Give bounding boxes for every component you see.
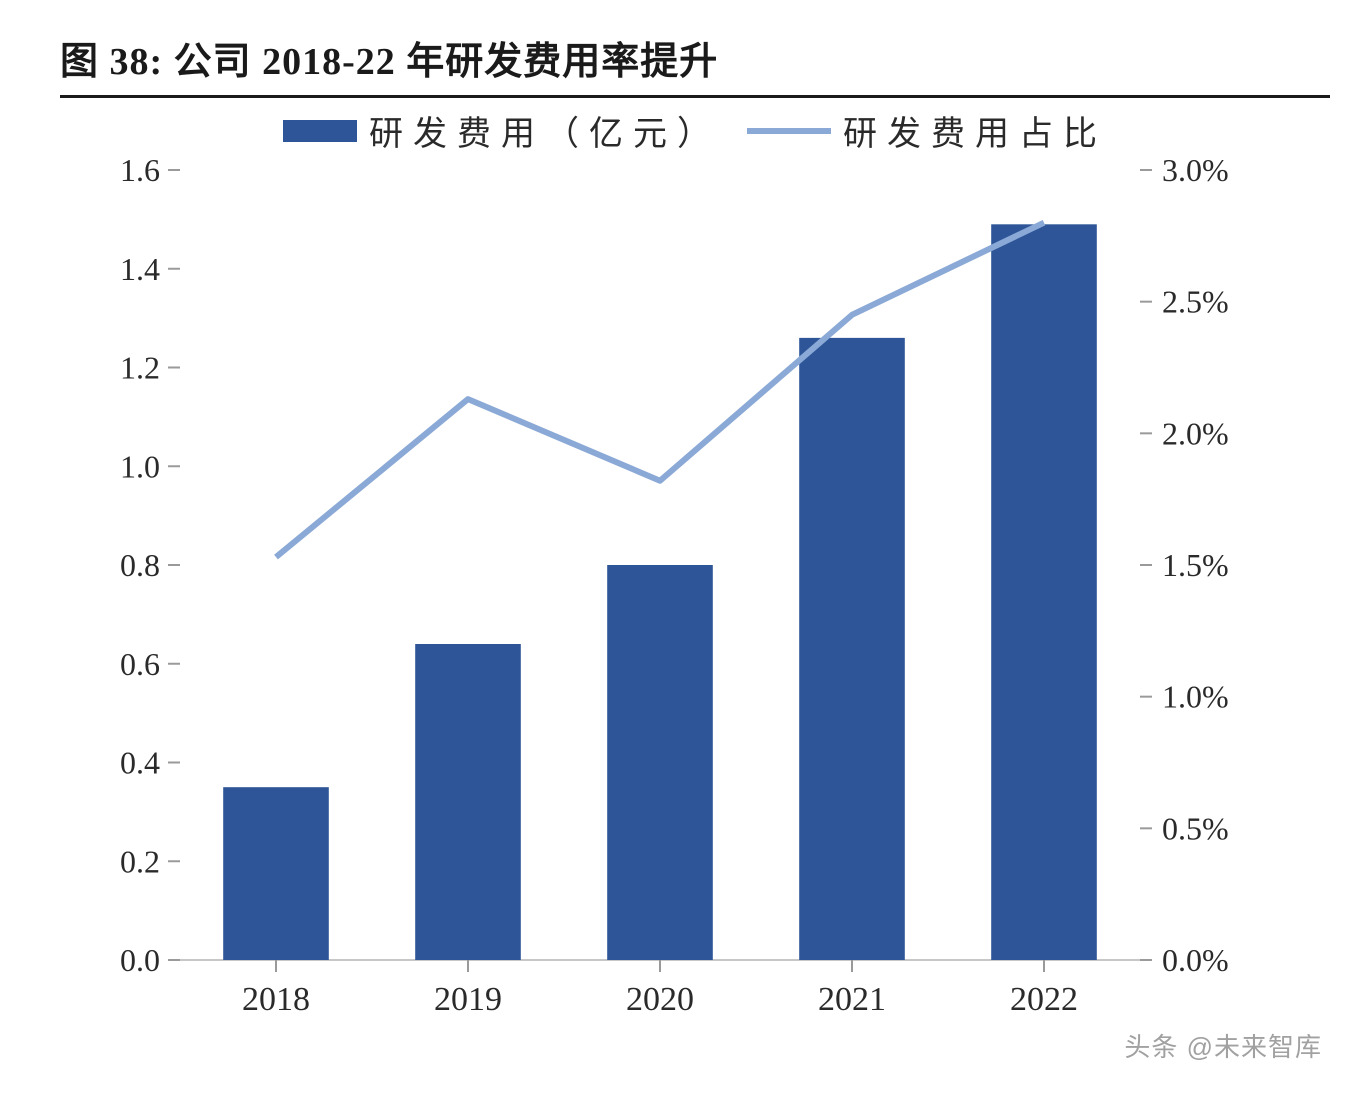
legend-bar-label: 研发费用（亿元） [369, 106, 721, 155]
y-right-tick: 3.0% [1162, 160, 1229, 188]
legend: 研发费用（亿元） 研发费用占比 [60, 106, 1330, 155]
bar [607, 565, 713, 960]
y-left-tick: 0.4 [120, 745, 160, 781]
y-right-tick: 2.5% [1162, 284, 1229, 320]
legend-item-line: 研发费用占比 [747, 106, 1107, 155]
chart-svg: 0.0 0.2 0.4 0.6 0.8 1.0 1.2 1.4 1.6 0.0% 0.5% 1.0% 1… [60, 160, 1310, 1030]
y-right-tick: 0.5% [1162, 810, 1229, 846]
y-left-tick: 1.0 [120, 448, 160, 484]
y-left-tick: 0.0 [120, 942, 160, 978]
legend-line-label: 研发费用占比 [843, 106, 1107, 155]
line-series [276, 223, 1044, 557]
legend-item-bar: 研发费用（亿元） [283, 106, 721, 155]
watermark: 头条 @未来智库 [1124, 1027, 1322, 1064]
y-left-tick: 1.6 [120, 160, 160, 188]
y-right-tick: 2.0% [1162, 415, 1229, 451]
bar [415, 644, 521, 960]
chart-title: 图 38: 公司 2018-22 年研发费用率提升 [60, 30, 1330, 85]
y-left-tick: 0.6 [120, 646, 160, 682]
bar [223, 787, 329, 960]
y-right-tick: 0.0% [1162, 942, 1229, 978]
y-right-tick: 1.5% [1162, 547, 1229, 583]
y-left-tick: 0.8 [120, 547, 160, 583]
x-tick: 2022 [1010, 981, 1078, 1018]
x-tick: 2020 [626, 981, 694, 1018]
y-left-tick: 1.2 [120, 350, 160, 386]
legend-swatch-line [747, 128, 831, 134]
y-right-tick: 1.0% [1162, 679, 1229, 715]
legend-swatch-bar [283, 120, 357, 142]
title-rule [60, 95, 1330, 98]
y-left-tick: 0.2 [120, 843, 160, 879]
y-left-tick: 1.4 [120, 251, 160, 287]
bar [799, 338, 905, 960]
x-tick: 2018 [242, 981, 310, 1018]
x-tick: 2021 [818, 981, 886, 1018]
bar [991, 224, 1097, 960]
x-tick: 2019 [434, 981, 502, 1018]
chart-area: 0.0 0.2 0.4 0.6 0.8 1.0 1.2 1.4 1.6 0.0% 0.5% 1.0% 1… [60, 160, 1330, 1040]
